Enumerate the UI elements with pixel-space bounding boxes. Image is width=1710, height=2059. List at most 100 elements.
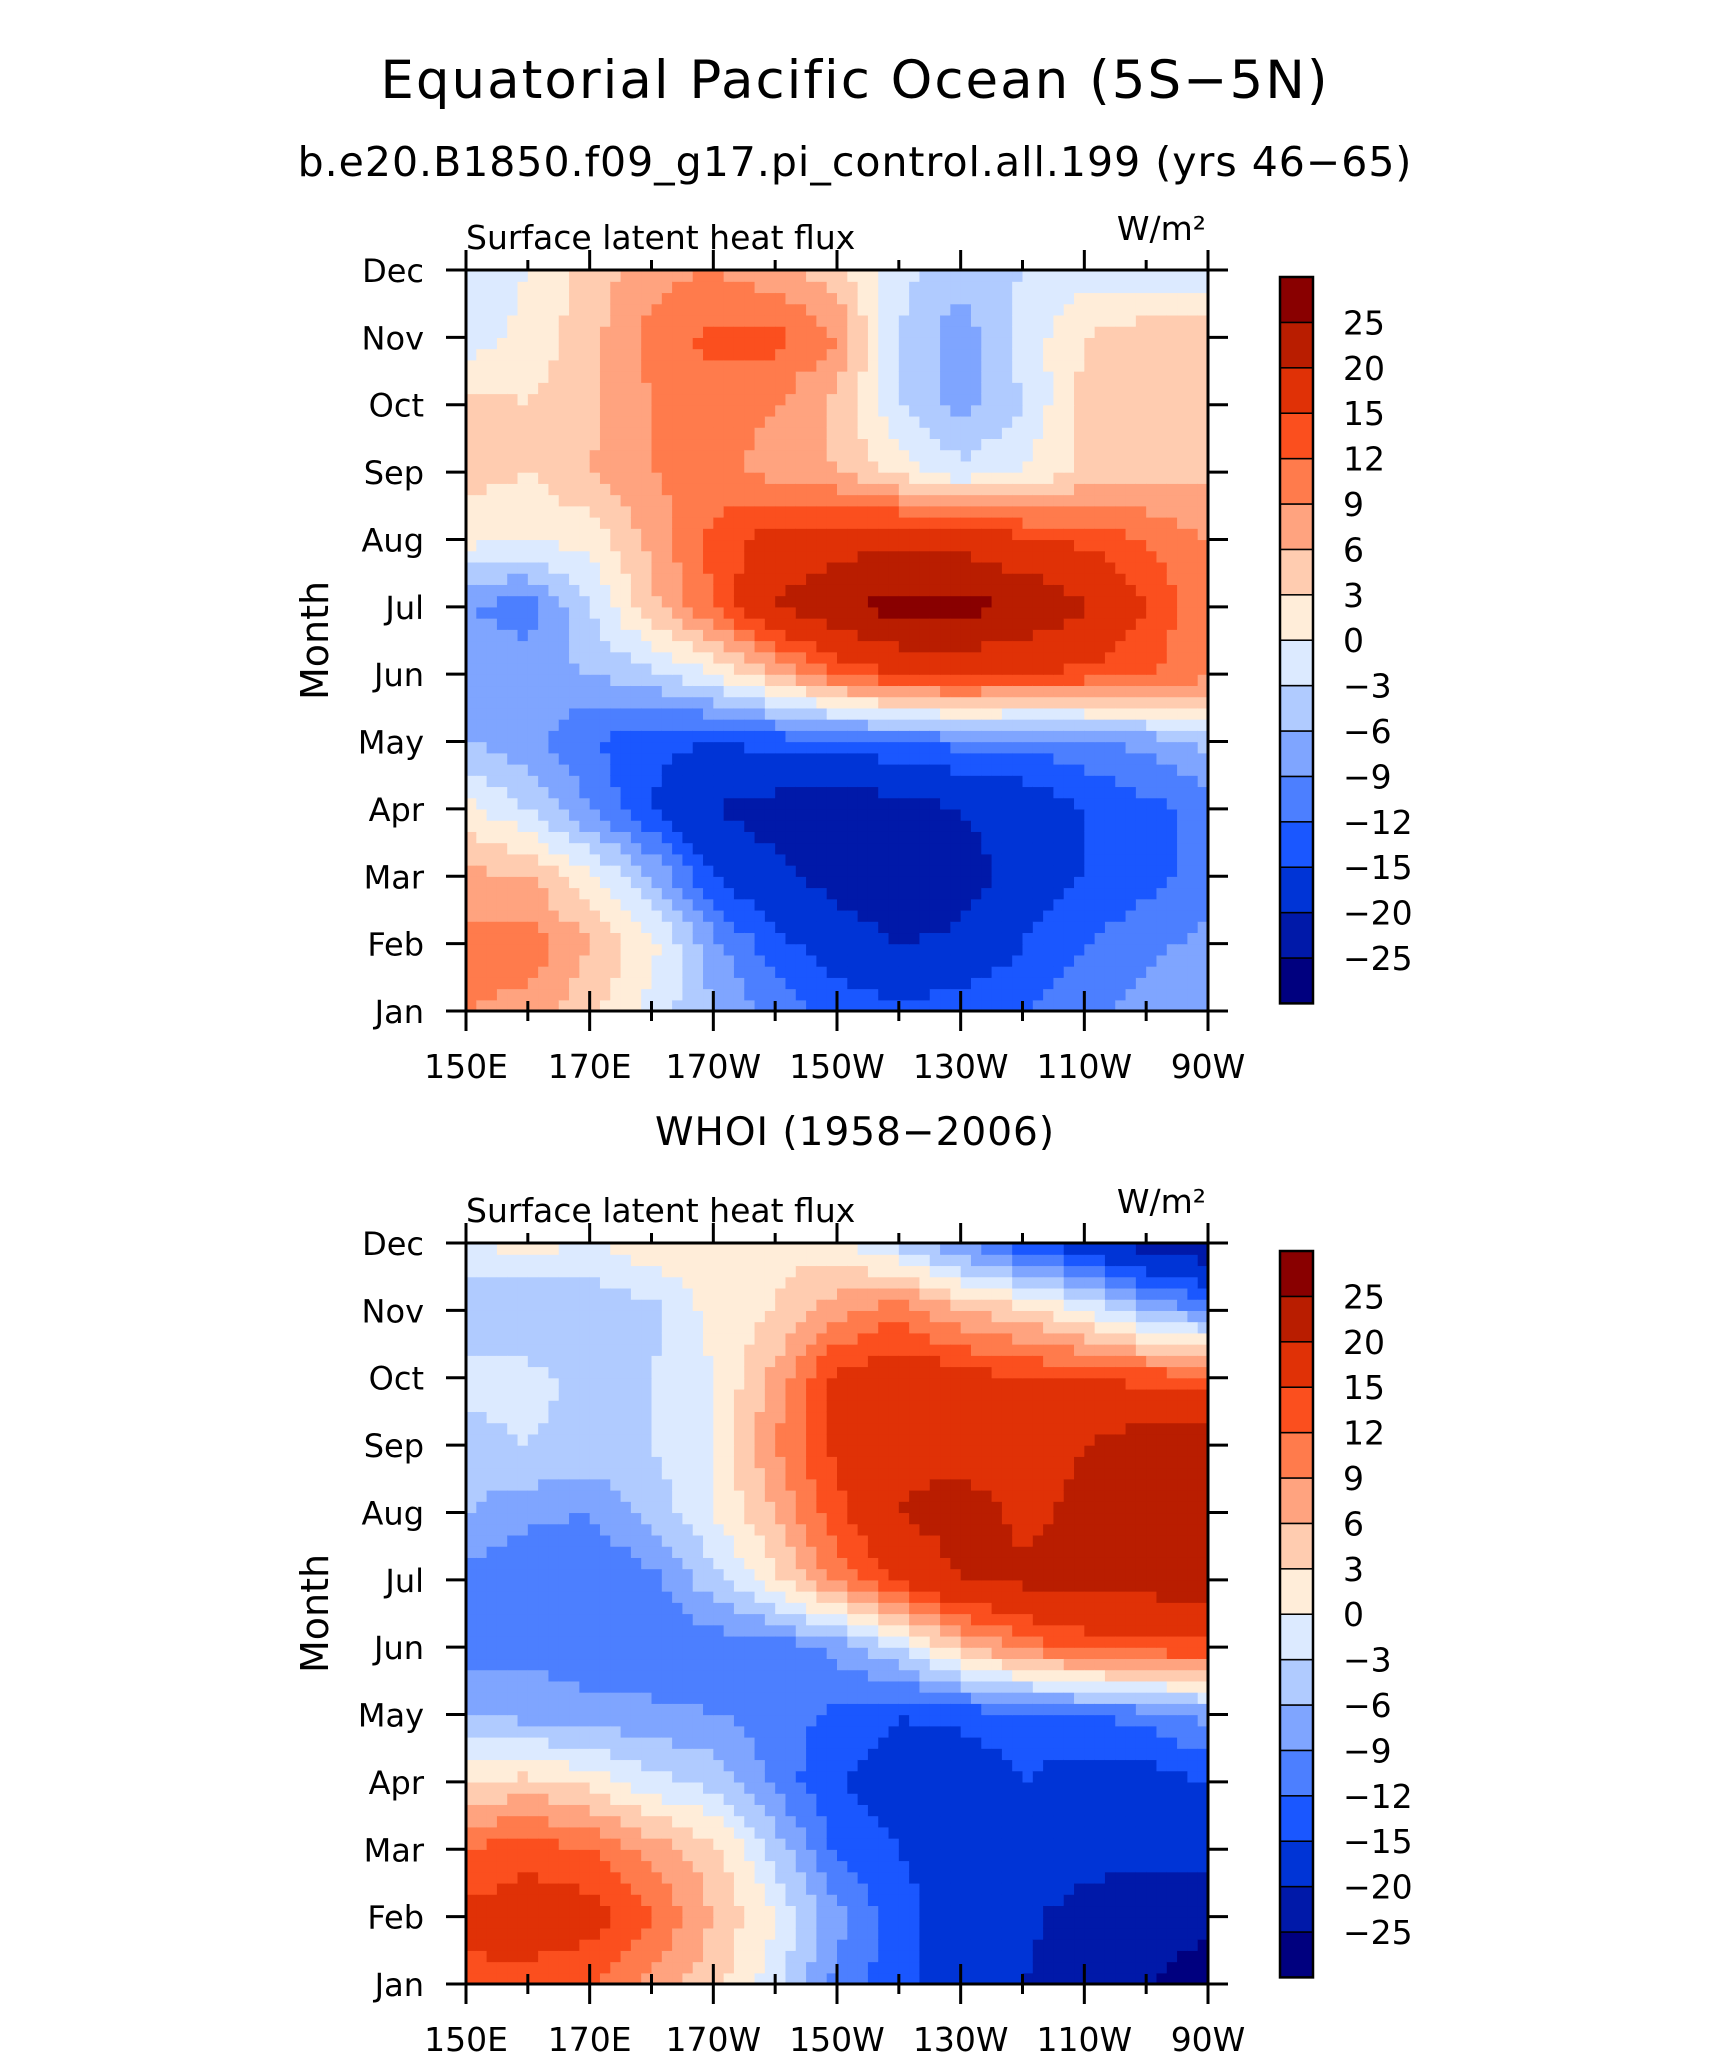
heatmap-cell	[466, 1927, 477, 1940]
heatmap-cell	[878, 539, 890, 552]
heatmap-cell	[960, 876, 972, 889]
heatmap-cell	[466, 842, 477, 855]
heatmap-cell	[940, 865, 951, 877]
heatmap-cell	[1177, 898, 1188, 911]
heatmap-cell	[1197, 719, 1209, 731]
heatmap-cell	[929, 270, 941, 282]
heatmap-cell	[589, 876, 601, 889]
heatmap-cell	[651, 281, 663, 294]
heatmap-cell	[476, 449, 488, 462]
heatmap-cell	[1197, 517, 1209, 529]
heatmap-cell	[960, 865, 972, 877]
heatmap-cell	[1125, 326, 1137, 338]
heatmap-cell	[1063, 943, 1075, 956]
heatmap-cell	[1187, 909, 1199, 922]
heatmap-cell	[806, 483, 817, 496]
heatmap-cell	[1053, 752, 1065, 765]
heatmap-cell	[888, 303, 900, 316]
heatmap-cell	[1084, 584, 1096, 597]
heatmap-cell	[960, 921, 972, 934]
heatmap-cell	[558, 337, 570, 350]
heatmap-cell	[486, 786, 498, 799]
heatmap-cell	[909, 303, 921, 316]
heatmap-cell	[970, 853, 982, 866]
heatmap-cell	[641, 292, 653, 305]
heatmap-cell	[661, 764, 673, 776]
heatmap-cell	[496, 539, 508, 552]
heatmap-cell	[558, 786, 570, 799]
heatmap-cell	[1074, 382, 1085, 395]
heatmap-cell	[929, 707, 941, 720]
heatmap-cell	[1135, 314, 1147, 327]
heatmap-cell	[641, 719, 653, 731]
heatmap-cell	[610, 326, 622, 338]
heatmap-cell	[496, 337, 508, 350]
heatmap-cell	[1187, 460, 1199, 473]
heatmap-cell	[950, 270, 962, 282]
heatmap-cell	[888, 786, 900, 799]
heatmap-cell	[517, 314, 529, 327]
heatmap-cell	[857, 618, 869, 630]
heatmap-cell	[816, 348, 828, 361]
heatmap-cell	[486, 1961, 498, 1974]
heatmap-cell	[837, 820, 848, 832]
heatmap-cell	[507, 831, 519, 844]
heatmap-cell	[589, 1961, 601, 1974]
heatmap-cell	[795, 808, 807, 821]
heatmap-cell	[703, 719, 714, 731]
heatmap-cells	[466, 270, 1209, 1012]
heatmap-cell	[1146, 876, 1158, 889]
heatmap-cell	[651, 494, 663, 507]
heatmap-cell	[1053, 651, 1065, 664]
heatmap-cell	[723, 921, 735, 934]
heatmap-cell	[682, 326, 694, 338]
heatmap-cell	[466, 348, 477, 361]
heatmap-cell	[847, 752, 859, 765]
heatmap-cell	[599, 359, 611, 372]
heatmap-cell	[1125, 640, 1137, 653]
heatmap-cell	[620, 988, 632, 1001]
heatmap-cell	[527, 988, 539, 1001]
heatmap-cell	[795, 292, 807, 305]
heatmap-cell	[1074, 865, 1085, 877]
heatmap-cell	[950, 371, 962, 383]
heatmap-cell	[1012, 281, 1024, 294]
heatmap-cell	[775, 977, 787, 990]
heatmap-cell	[981, 943, 993, 956]
heatmap-cell	[620, 977, 632, 990]
heatmap-cell	[1074, 629, 1085, 642]
heatmap-cell	[1135, 696, 1147, 709]
heatmap-cell	[579, 651, 591, 664]
heatmap-cell	[1053, 640, 1065, 653]
heatmap-cell	[1022, 898, 1034, 911]
heatmap-cell	[1022, 382, 1034, 395]
heatmap-cell	[1146, 662, 1158, 675]
heatmap-cell	[1156, 438, 1168, 451]
heatmap-cell	[744, 337, 756, 350]
heatmap-cell	[795, 281, 807, 294]
heatmap-cell	[1166, 404, 1178, 417]
heatmap-cell	[1012, 404, 1024, 417]
heatmap-cell	[733, 427, 745, 440]
heatmap-cell	[857, 303, 869, 316]
heatmap-cell	[1001, 449, 1013, 462]
heatmap-cell	[1063, 359, 1075, 372]
heatmap-cell	[1115, 618, 1127, 630]
heatmap-cell	[960, 719, 972, 731]
heatmap-cell	[527, 1972, 539, 1985]
heatmap-cell	[703, 831, 714, 844]
heatmap-cell	[641, 977, 653, 990]
heatmap-cell	[806, 954, 817, 967]
heatmap-cell	[548, 786, 560, 799]
heatmap-cell	[1074, 314, 1085, 327]
heatmap-cell	[1135, 460, 1147, 473]
heatmap-cell	[970, 921, 982, 934]
heatmap-cell	[1022, 438, 1034, 451]
heatmap-cell	[558, 1950, 570, 1963]
heatmap-cell	[703, 820, 714, 832]
heatmap-cell	[1001, 314, 1013, 327]
heatmap-cell	[1115, 561, 1127, 574]
heatmap-cell	[795, 909, 807, 922]
heatmap-cell	[909, 764, 921, 776]
heatmap-cell	[950, 281, 962, 294]
